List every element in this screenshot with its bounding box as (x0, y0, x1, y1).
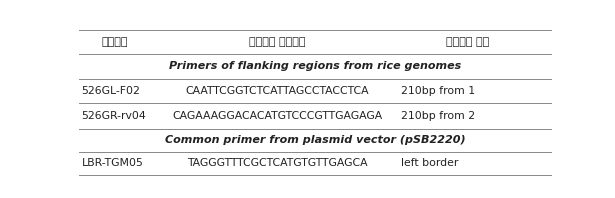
Text: 프라이머: 프라이머 (101, 37, 129, 47)
Text: Common primer from plasmid vector (pSB2220): Common primer from plasmid vector (pSB22… (165, 135, 466, 145)
Text: LBR-TGM05: LBR-TGM05 (82, 158, 143, 168)
Text: 프라이머 염기서열: 프라이머 염기서열 (249, 37, 305, 47)
Text: 526GR-rv04: 526GR-rv04 (82, 111, 146, 121)
Text: 210bp from 1: 210bp from 1 (401, 86, 475, 96)
Text: 프라이머 위치: 프라이머 위치 (446, 37, 490, 47)
Text: 210bp from 2: 210bp from 2 (401, 111, 475, 121)
Text: 526GL-F02: 526GL-F02 (82, 86, 140, 96)
Text: Primers of flanking regions from rice genomes: Primers of flanking regions from rice ge… (169, 61, 461, 71)
Text: left border: left border (401, 158, 458, 168)
Text: CAGAAAGGACACATGTCCCGTTGAGAGA: CAGAAAGGACACATGTCCCGTTGAGAGA (172, 111, 382, 121)
Text: CAATTCGGTCTCATTAGCCTACCTCA: CAATTCGGTCTCATTAGCCTACCTCA (185, 86, 369, 96)
Text: TAGGGTTTCGCTCATGTGTTGAGCA: TAGGGTTTCGCTCATGTGTTGAGCA (187, 158, 367, 168)
